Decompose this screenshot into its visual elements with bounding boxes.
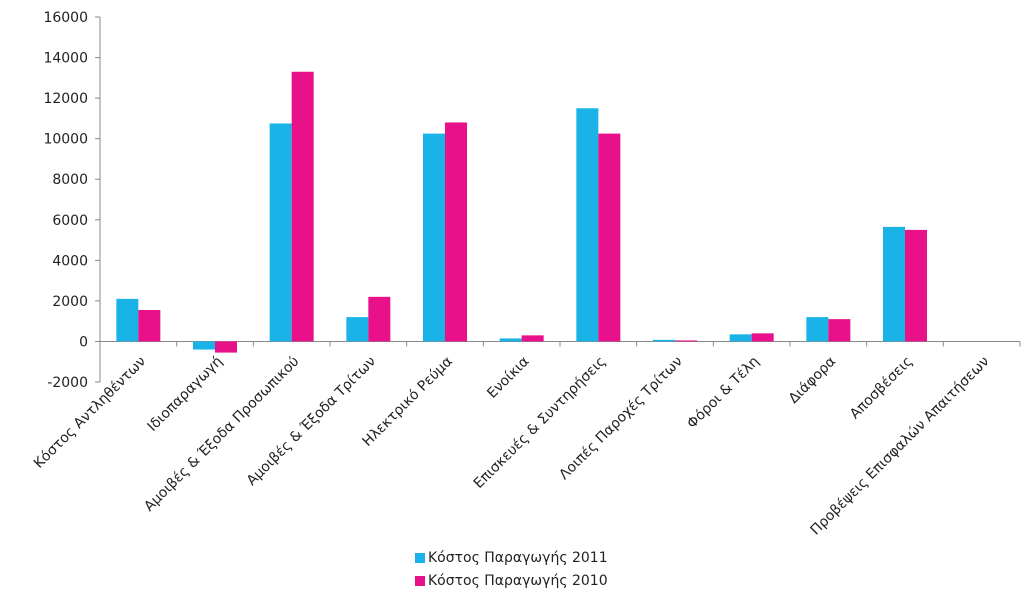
y-tick-label: 4000 <box>52 253 88 269</box>
bar-2011 <box>499 338 522 342</box>
y-tick-label: 16000 <box>43 10 88 26</box>
x-category-label: Λοιπές Παροχές Τρίτων <box>556 353 686 483</box>
legend-swatch-2011 <box>415 552 425 563</box>
bar-2011 <box>193 341 215 350</box>
y-tick-label: 14000 <box>43 51 88 67</box>
y-tick-label: 8000 <box>52 172 88 188</box>
y-tick-label: -2000 <box>47 375 88 391</box>
x-category-label: Ιδιοπαραγωγή <box>145 354 226 435</box>
bar-2011 <box>346 317 369 342</box>
bar-2010 <box>675 340 697 342</box>
legend-label-2010: Κόστος Παραγωγής 2010 <box>428 572 608 589</box>
y-tick-label: 2000 <box>52 294 88 310</box>
legend-label-2011: Κόστος Παραγωγής 2011 <box>428 549 608 566</box>
x-category-label: Επισκευές & Συντηρήσεις <box>471 354 609 492</box>
x-category-label: Αμοιβές & Έξοδα Τρίτων <box>244 353 380 489</box>
bar-2011 <box>423 133 445 342</box>
bar-2011 <box>653 339 675 342</box>
bar-2010 <box>828 319 851 342</box>
x-category-label: Κόστος Αντληθέντων <box>31 353 149 471</box>
bar-2011 <box>269 123 292 342</box>
bar-2010 <box>368 296 391 342</box>
bar-2010 <box>751 333 774 342</box>
bar-2010 <box>521 335 544 342</box>
x-category-label: Αποσβέσεις <box>847 354 916 423</box>
y-tick-label: 10000 <box>43 132 88 148</box>
bar-2011 <box>806 317 829 342</box>
bar-chart: -2000 0 2000 4000 6000 8000 10000 12000 14000 160… <box>31 10 1021 538</box>
bar-2010 <box>905 229 927 342</box>
x-category-label: Ενοίκια <box>484 354 532 402</box>
legend: Κόστος Παραγωγής 2011 Κόστος Παραγωγής 2… <box>415 546 608 592</box>
y-tick-label: 0 <box>79 334 88 350</box>
legend-swatch-2010 <box>415 575 425 586</box>
y-tick-label: 12000 <box>43 91 88 107</box>
bar-2011 <box>576 108 599 342</box>
x-category-label: Φόροι & Τέλη <box>684 354 762 432</box>
x-category-label: Διάφορα <box>786 354 839 407</box>
bar-2010 <box>138 310 161 342</box>
bar-2010 <box>598 133 621 342</box>
x-category-label: Αμοιβές & Έξοδα Προσωπικού <box>141 354 302 515</box>
x-category-label: Προβέψεις Επισφαλών Απαιτήσεων <box>808 353 993 538</box>
bar-2010 <box>291 71 314 342</box>
bar-2011 <box>729 334 752 342</box>
bar-2011 <box>883 226 905 342</box>
bar-2011 <box>116 298 139 342</box>
legend-item-2010: Κόστος Παραγωγής 2010 <box>415 569 608 592</box>
bar-2010 <box>215 341 237 353</box>
y-tick-label: 6000 <box>52 213 88 229</box>
legend-item-2011: Κόστος Παραγωγής 2011 <box>415 546 608 569</box>
bar-2010 <box>445 122 467 342</box>
